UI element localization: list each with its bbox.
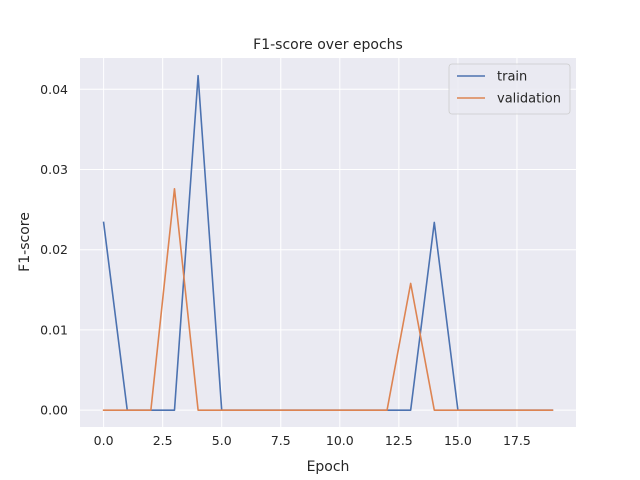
x-tick-label: 17.5	[503, 433, 531, 448]
y-axis-ticks: 0.00 0.01 0.02 0.03 0.04	[40, 82, 68, 418]
x-tick-label: 7.5	[271, 433, 291, 448]
y-tick-label: 0.00	[40, 403, 68, 418]
y-tick-label: 0.04	[40, 82, 68, 97]
series-layer	[102, 74, 554, 411]
series-line-validation	[102, 187, 554, 411]
x-tick-label: 10.0	[326, 433, 354, 448]
legend-label-train: train	[497, 70, 527, 85]
x-axis-label: Epoch	[307, 459, 350, 475]
legend-label-validation: validation	[497, 92, 561, 107]
y-axis-label: F1-score	[17, 212, 33, 272]
x-tick-label: 0.0	[94, 433, 114, 448]
y-tick-label: 0.02	[40, 242, 68, 257]
x-tick-label: 5.0	[212, 433, 232, 448]
x-tick-label: 15.0	[444, 433, 472, 448]
x-tick-label: 12.5	[385, 433, 413, 448]
chart-title: F1-score over epochs	[253, 37, 403, 53]
y-tick-label: 0.03	[40, 162, 68, 177]
legend: train validation	[448, 63, 571, 115]
y-tick-label: 0.01	[40, 322, 68, 337]
x-tick-label: 2.5	[153, 433, 173, 448]
x-axis-ticks: 0.0 2.5 5.0 7.5 10.0 12.5 15.0 17.5	[94, 433, 531, 448]
